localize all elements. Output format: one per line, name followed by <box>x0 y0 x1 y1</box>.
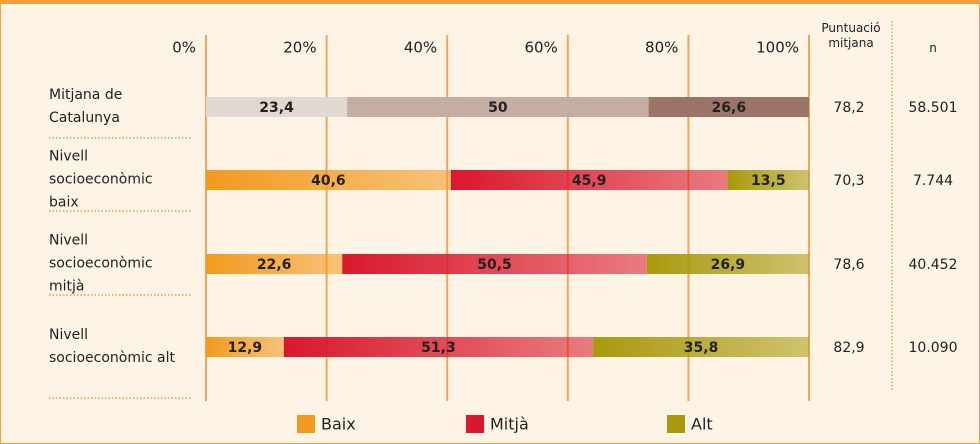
value-label: 40,6 <box>311 173 346 189</box>
value-label: 51,3 <box>421 340 456 356</box>
category-label: Nivell socioeconòmic mitjà <box>49 232 153 295</box>
value-label: 12,9 <box>228 340 263 356</box>
category-label: Nivell socioeconòmic alt <box>49 327 175 366</box>
column-header: n <box>929 41 937 55</box>
bar-segment <box>206 337 284 357</box>
value-label: 26,9 <box>711 257 746 273</box>
value-label: 13,5 <box>751 173 786 189</box>
legend-label: Alt <box>691 415 713 434</box>
top-strip <box>1 1 979 4</box>
table-value: 82,9 <box>833 340 864 356</box>
bar-segment <box>593 337 809 357</box>
bar-segment <box>283 337 594 357</box>
table-value: 10.090 <box>909 340 958 356</box>
table-value: 40.452 <box>909 257 958 273</box>
value-label: 50 <box>488 100 508 116</box>
value-label: 45,9 <box>572 173 607 189</box>
x-tick-label: 20% <box>283 39 316 57</box>
x-tick-label: 100% <box>756 39 799 57</box>
bar-segment <box>347 97 649 117</box>
value-label: 50,5 <box>477 257 512 273</box>
x-tick-label: 0% <box>172 39 196 57</box>
category-label: Mitjana de Catalunya <box>49 87 123 126</box>
value-label: 26,6 <box>712 100 747 116</box>
x-tick-label: 40% <box>404 39 437 57</box>
legend-label: Baix <box>321 415 356 434</box>
legend-label: Mitjà <box>490 415 529 434</box>
legend-swatch <box>466 415 484 433</box>
value-label: 23,4 <box>259 100 294 116</box>
table-value: 78,2 <box>833 100 864 116</box>
category-label: Nivell socioeconòmic baix <box>49 148 153 211</box>
bar-segment <box>342 254 647 274</box>
legend-swatch <box>667 415 685 433</box>
legend-swatch <box>297 415 315 433</box>
bar-segment <box>206 97 348 117</box>
bar-segment <box>648 97 809 117</box>
value-label: 22,6 <box>257 257 292 273</box>
x-tick-label: 60% <box>524 39 557 57</box>
bar-segment <box>206 170 451 190</box>
bar-segment <box>727 170 809 190</box>
table-value: 70,3 <box>833 173 864 189</box>
bar-segment <box>450 170 728 190</box>
table-value: 7.744 <box>913 173 953 189</box>
table-value: 78,6 <box>833 257 864 273</box>
x-tick-label: 80% <box>645 39 678 57</box>
table-value: 58.501 <box>909 100 958 116</box>
bar-segment <box>646 254 809 274</box>
column-header: Puntuació mitjana <box>821 21 881 50</box>
value-label: 35,8 <box>684 340 719 356</box>
bar-segment <box>206 254 343 274</box>
